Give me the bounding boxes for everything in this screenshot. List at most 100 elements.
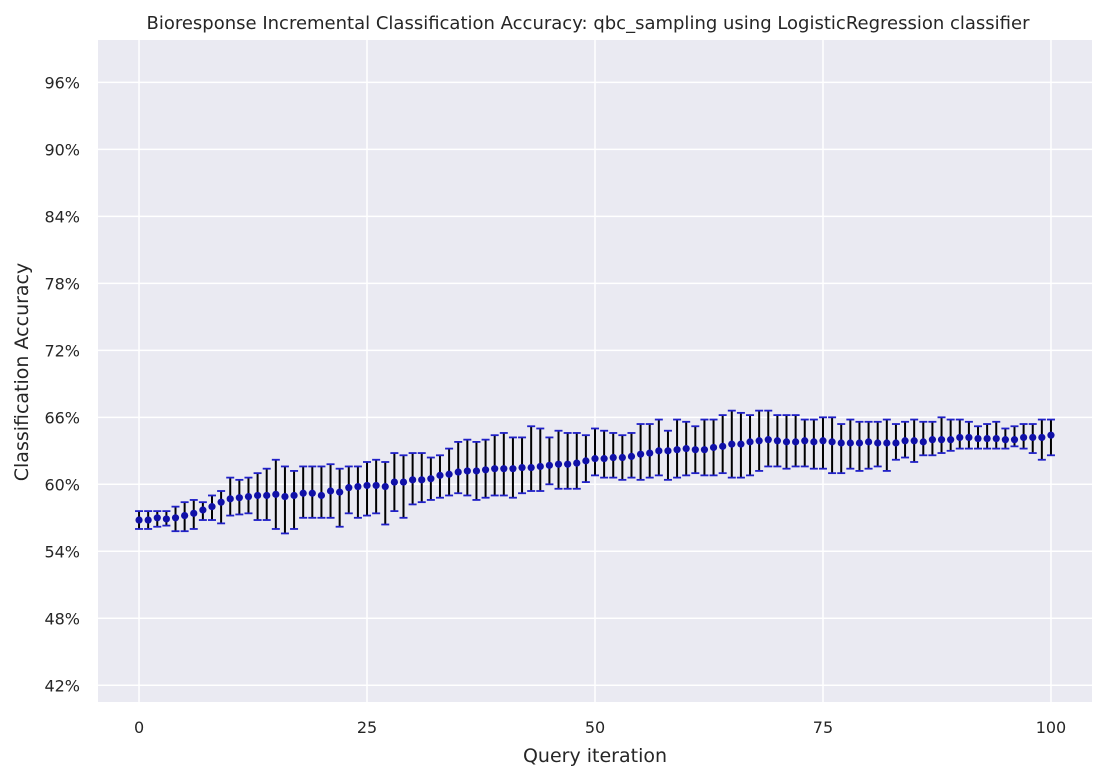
- data-point: [272, 490, 280, 498]
- data-point: [144, 516, 152, 524]
- data-point: [947, 436, 955, 444]
- data-point: [399, 478, 408, 486]
- data-point: [326, 487, 335, 495]
- data-point: [728, 440, 736, 448]
- data-point: [609, 453, 617, 462]
- data-point: [153, 514, 161, 522]
- data-point: [910, 437, 918, 445]
- data-point: [1038, 433, 1046, 442]
- chart-title: Bioresponse Incremental Classification A…: [146, 13, 1030, 34]
- data-point: [436, 471, 444, 479]
- data-point: [582, 457, 590, 465]
- data-point: [773, 437, 781, 445]
- data-point: [536, 462, 544, 471]
- data-point: [682, 444, 690, 453]
- data-point: [600, 455, 608, 463]
- data-point: [171, 514, 180, 522]
- data-point: [208, 503, 216, 511]
- data-point: [181, 511, 189, 520]
- data-point: [454, 468, 462, 476]
- data-point: [618, 453, 626, 462]
- data-point: [381, 482, 389, 491]
- data-point: [509, 465, 517, 473]
- data-point: [463, 467, 471, 475]
- data-point: [591, 455, 599, 463]
- data-point: [746, 438, 754, 446]
- data-point: [928, 436, 937, 444]
- data-point: [500, 465, 508, 473]
- x-tick-label: 0: [134, 718, 144, 737]
- data-point: [336, 488, 344, 496]
- y-tick-label: 90%: [44, 140, 80, 159]
- y-tick-label: 96%: [44, 73, 80, 92]
- data-point: [491, 465, 499, 473]
- data-point: [664, 447, 672, 455]
- data-point: [764, 436, 772, 444]
- data-points: [135, 431, 1055, 524]
- data-point: [655, 447, 663, 455]
- y-tick-label: 78%: [44, 274, 80, 293]
- y-tick-labels: 42% 48% 54% 60% 66% 72% 78% 84% 90% 96%: [44, 73, 80, 695]
- y-tick-label: 60%: [44, 475, 80, 494]
- x-tick-label: 25: [357, 718, 377, 737]
- data-point: [901, 437, 909, 445]
- data-point: [372, 481, 380, 490]
- data-point: [1001, 436, 1009, 444]
- data-point: [646, 449, 654, 457]
- data-point: [737, 440, 745, 448]
- data-point: [409, 476, 417, 484]
- data-point: [518, 463, 526, 472]
- data-point: [554, 460, 563, 468]
- data-point: [846, 439, 854, 447]
- x-tick-labels: 0 25 50 75 100: [134, 718, 1066, 737]
- x-tick-label: 75: [813, 718, 833, 737]
- data-point: [974, 434, 982, 443]
- data-point: [673, 446, 681, 454]
- grid-lines: [98, 40, 1092, 702]
- y-axis-label: Classification Accuracy: [11, 263, 33, 482]
- data-point: [828, 438, 836, 446]
- data-point: [427, 475, 435, 483]
- data-point: [719, 442, 727, 450]
- data-point: [299, 489, 307, 497]
- data-point: [691, 446, 699, 454]
- data-point: [317, 491, 326, 500]
- data-point: [235, 494, 243, 502]
- data-point: [445, 470, 453, 478]
- data-point: [190, 509, 198, 517]
- data-point: [801, 437, 809, 445]
- data-point: [627, 452, 636, 461]
- data-point: [308, 489, 316, 497]
- data-point: [792, 438, 800, 446]
- data-point: [199, 506, 207, 514]
- data-point: [573, 459, 581, 467]
- data-point: [1029, 433, 1037, 442]
- data-point: [253, 491, 262, 500]
- y-tick-label: 72%: [44, 341, 80, 360]
- y-tick-label: 42%: [44, 676, 80, 695]
- data-point: [481, 466, 490, 474]
- x-tick-label: 100: [1036, 718, 1067, 737]
- data-point: [874, 439, 882, 447]
- data-point: [564, 460, 572, 468]
- y-tick-label: 54%: [44, 542, 80, 561]
- x-tick-label: 50: [585, 718, 605, 737]
- data-point: [290, 491, 298, 500]
- data-point: [263, 491, 271, 500]
- data-point: [281, 492, 289, 501]
- data-point: [892, 439, 900, 447]
- data-point: [1020, 433, 1028, 442]
- data-point: [472, 467, 481, 475]
- data-point: [965, 433, 973, 442]
- data-point: [135, 516, 143, 524]
- data-point: [244, 492, 253, 501]
- data-point: [983, 434, 991, 443]
- data-point: [819, 437, 827, 445]
- data-point: [956, 433, 964, 442]
- data-point: [810, 438, 818, 446]
- data-point: [226, 495, 234, 503]
- data-point: [837, 439, 845, 447]
- y-tick-label: 66%: [44, 408, 80, 427]
